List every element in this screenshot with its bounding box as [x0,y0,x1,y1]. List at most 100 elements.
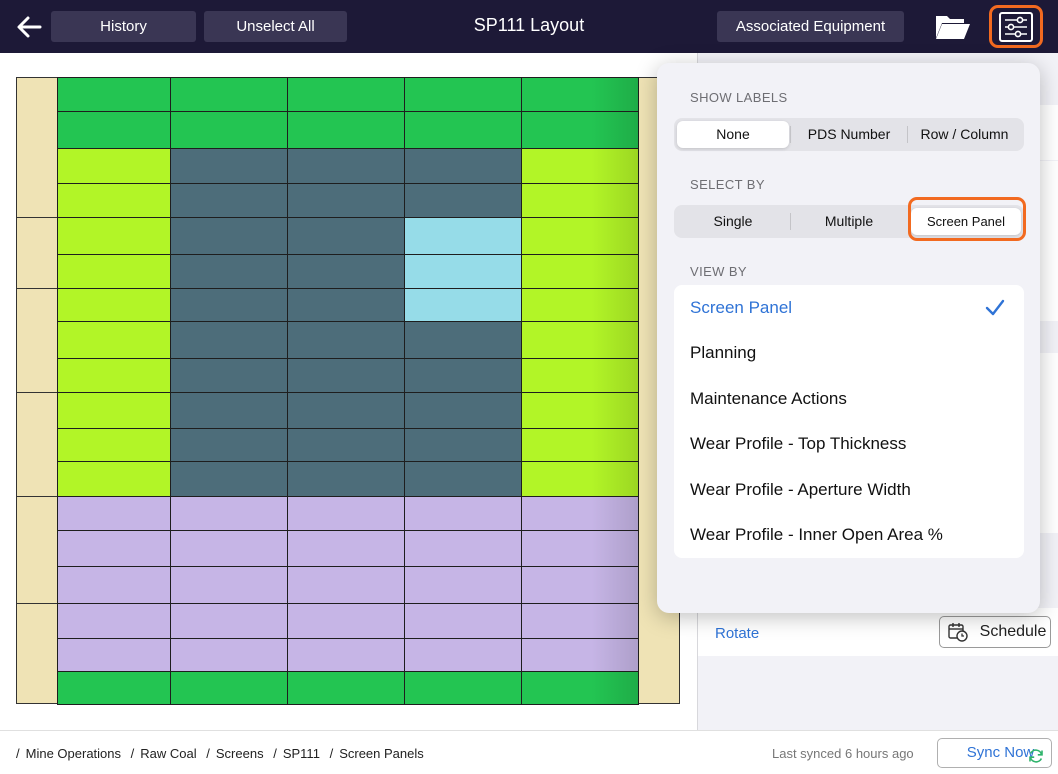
screen-panel-cell[interactable] [404,530,522,567]
folder-icon[interactable] [934,12,972,42]
screen-panel-cell[interactable] [57,428,171,462]
screen-panel-cell[interactable] [170,603,288,639]
view-by-item-inner-open-area[interactable]: Wear Profile - Inner Open Area % [674,512,1024,557]
sync-now-button[interactable]: Sync Now [937,738,1052,768]
screen-panel-cell[interactable] [57,530,171,567]
screen-panel-cell[interactable] [170,461,288,497]
screen-panel-cell[interactable] [521,217,639,255]
screen-panel-cell[interactable] [170,358,288,393]
unselect-all-button[interactable]: Unselect All [204,11,347,42]
screen-panel-cell[interactable] [521,461,639,497]
screen-panel-cell[interactable] [170,671,288,705]
screen-panel-cell[interactable] [404,392,522,429]
screen-panel-cell[interactable] [521,321,639,359]
screen-panel-cell[interactable] [287,321,405,359]
screen-panel-cell[interactable] [521,111,639,149]
screen-panel-cell[interactable] [521,288,639,322]
schedule-button[interactable]: Schedule [939,616,1051,648]
screen-panel-cell[interactable] [521,77,639,112]
screen-panel-cell[interactable] [521,603,639,639]
screen-panel-cell[interactable] [287,671,405,705]
screen-panel-cell[interactable] [287,148,405,184]
breadcrumb-item[interactable]: SP111 [282,746,320,761]
screen-panel-cell[interactable] [170,638,288,672]
screen-panel-cell[interactable] [404,254,522,289]
screen-panel-cell[interactable] [287,496,405,531]
screen-panel-cell[interactable] [521,392,639,429]
screen-panel-cell[interactable] [404,358,522,393]
screen-panel-cell[interactable] [287,111,405,149]
screen-panel-cell[interactable] [287,428,405,462]
screen-panel-cell[interactable] [170,321,288,359]
screen-panel-cell[interactable] [57,217,171,255]
screen-panel-cell[interactable] [404,461,522,497]
screen-panel-cell[interactable] [287,288,405,322]
screen-panel-cell[interactable] [57,671,171,705]
screen-panel-cell[interactable] [287,77,405,112]
screen-panel-cell[interactable] [521,254,639,289]
screen-panel-cell[interactable] [57,638,171,672]
select-by-single[interactable]: Single [713,213,753,229]
screen-panel-cell[interactable] [521,496,639,531]
screen-panel-cell[interactable] [521,358,639,393]
screen-panel-cell[interactable] [170,77,288,112]
screen-panel-cell[interactable] [287,217,405,255]
screen-panel-cell[interactable] [287,530,405,567]
screen-panel-cell[interactable] [404,638,522,672]
screen-panel-cell[interactable] [57,496,171,531]
screen-panel-cell[interactable] [170,183,288,218]
rotate-link[interactable]: Rotate [715,625,760,642]
screen-panel-cell[interactable] [57,148,171,184]
back-arrow-icon[interactable] [14,12,44,42]
screen-panel-cell[interactable] [521,183,639,218]
screen-panel-cell[interactable] [57,111,171,149]
screen-panel-cell[interactable] [170,566,288,604]
screen-panel-cell[interactable] [521,148,639,184]
screen-panel-cell[interactable] [404,77,522,112]
screen-panel-cell[interactable] [57,392,171,429]
screen-panel-cell[interactable] [170,392,288,429]
screen-panel-cell[interactable] [404,288,522,322]
show-labels-row-column[interactable]: Row / Column [920,126,1009,142]
screen-panel-cell[interactable] [170,148,288,184]
screen-panel-cell[interactable] [404,671,522,705]
view-by-item-top-thickness[interactable]: Wear Profile - Top Thickness [674,421,1024,466]
screen-panel-cell[interactable] [404,217,522,255]
screen-panel-cell[interactable] [404,603,522,639]
screen-panel-cell[interactable] [57,461,171,497]
screen-panel-cell[interactable] [521,530,639,567]
breadcrumb-item[interactable]: Screens [215,746,264,761]
view-by-item-screen-panel[interactable]: Screen Panel [674,285,1024,330]
screen-panel-cell[interactable] [287,254,405,289]
screen-panel-cell[interactable] [404,111,522,149]
screen-panel-cell[interactable] [287,566,405,604]
screen-panel-cell[interactable] [287,638,405,672]
show-labels-none[interactable]: None [677,121,789,148]
breadcrumb-item[interactable]: Mine Operations [25,746,122,761]
select-by-screen-panel[interactable]: Screen Panel [911,208,1021,235]
screen-panel-cell[interactable] [404,321,522,359]
screen-panel-cell[interactable] [57,321,171,359]
screen-panel-cell[interactable] [57,254,171,289]
screen-panel-cell[interactable] [287,461,405,497]
screen-panel-cell[interactable] [521,638,639,672]
view-by-item-planning[interactable]: Planning [674,330,1024,375]
associated-equipment-button[interactable]: Associated Equipment [717,11,904,42]
screen-panel-cell[interactable] [170,254,288,289]
screen-panel-cell[interactable] [57,566,171,604]
screen-panel-cell[interactable] [404,428,522,462]
screen-panel-cell[interactable] [287,603,405,639]
screen-panel-cell[interactable] [170,496,288,531]
screen-panel-cell[interactable] [521,428,639,462]
screen-panel-cell[interactable] [287,392,405,429]
screen-panel-cell[interactable] [404,183,522,218]
screen-panel-cell[interactable] [57,77,171,112]
history-button[interactable]: History [51,11,196,42]
select-by-multiple[interactable]: Multiple [824,213,874,229]
screen-panel-cell[interactable] [521,566,639,604]
screen-panel-cell[interactable] [170,288,288,322]
screen-panel-cell[interactable] [287,358,405,393]
screen-panel-cell[interactable] [57,358,171,393]
screen-panel-cell[interactable] [287,183,405,218]
screen-panel-cell[interactable] [57,288,171,322]
